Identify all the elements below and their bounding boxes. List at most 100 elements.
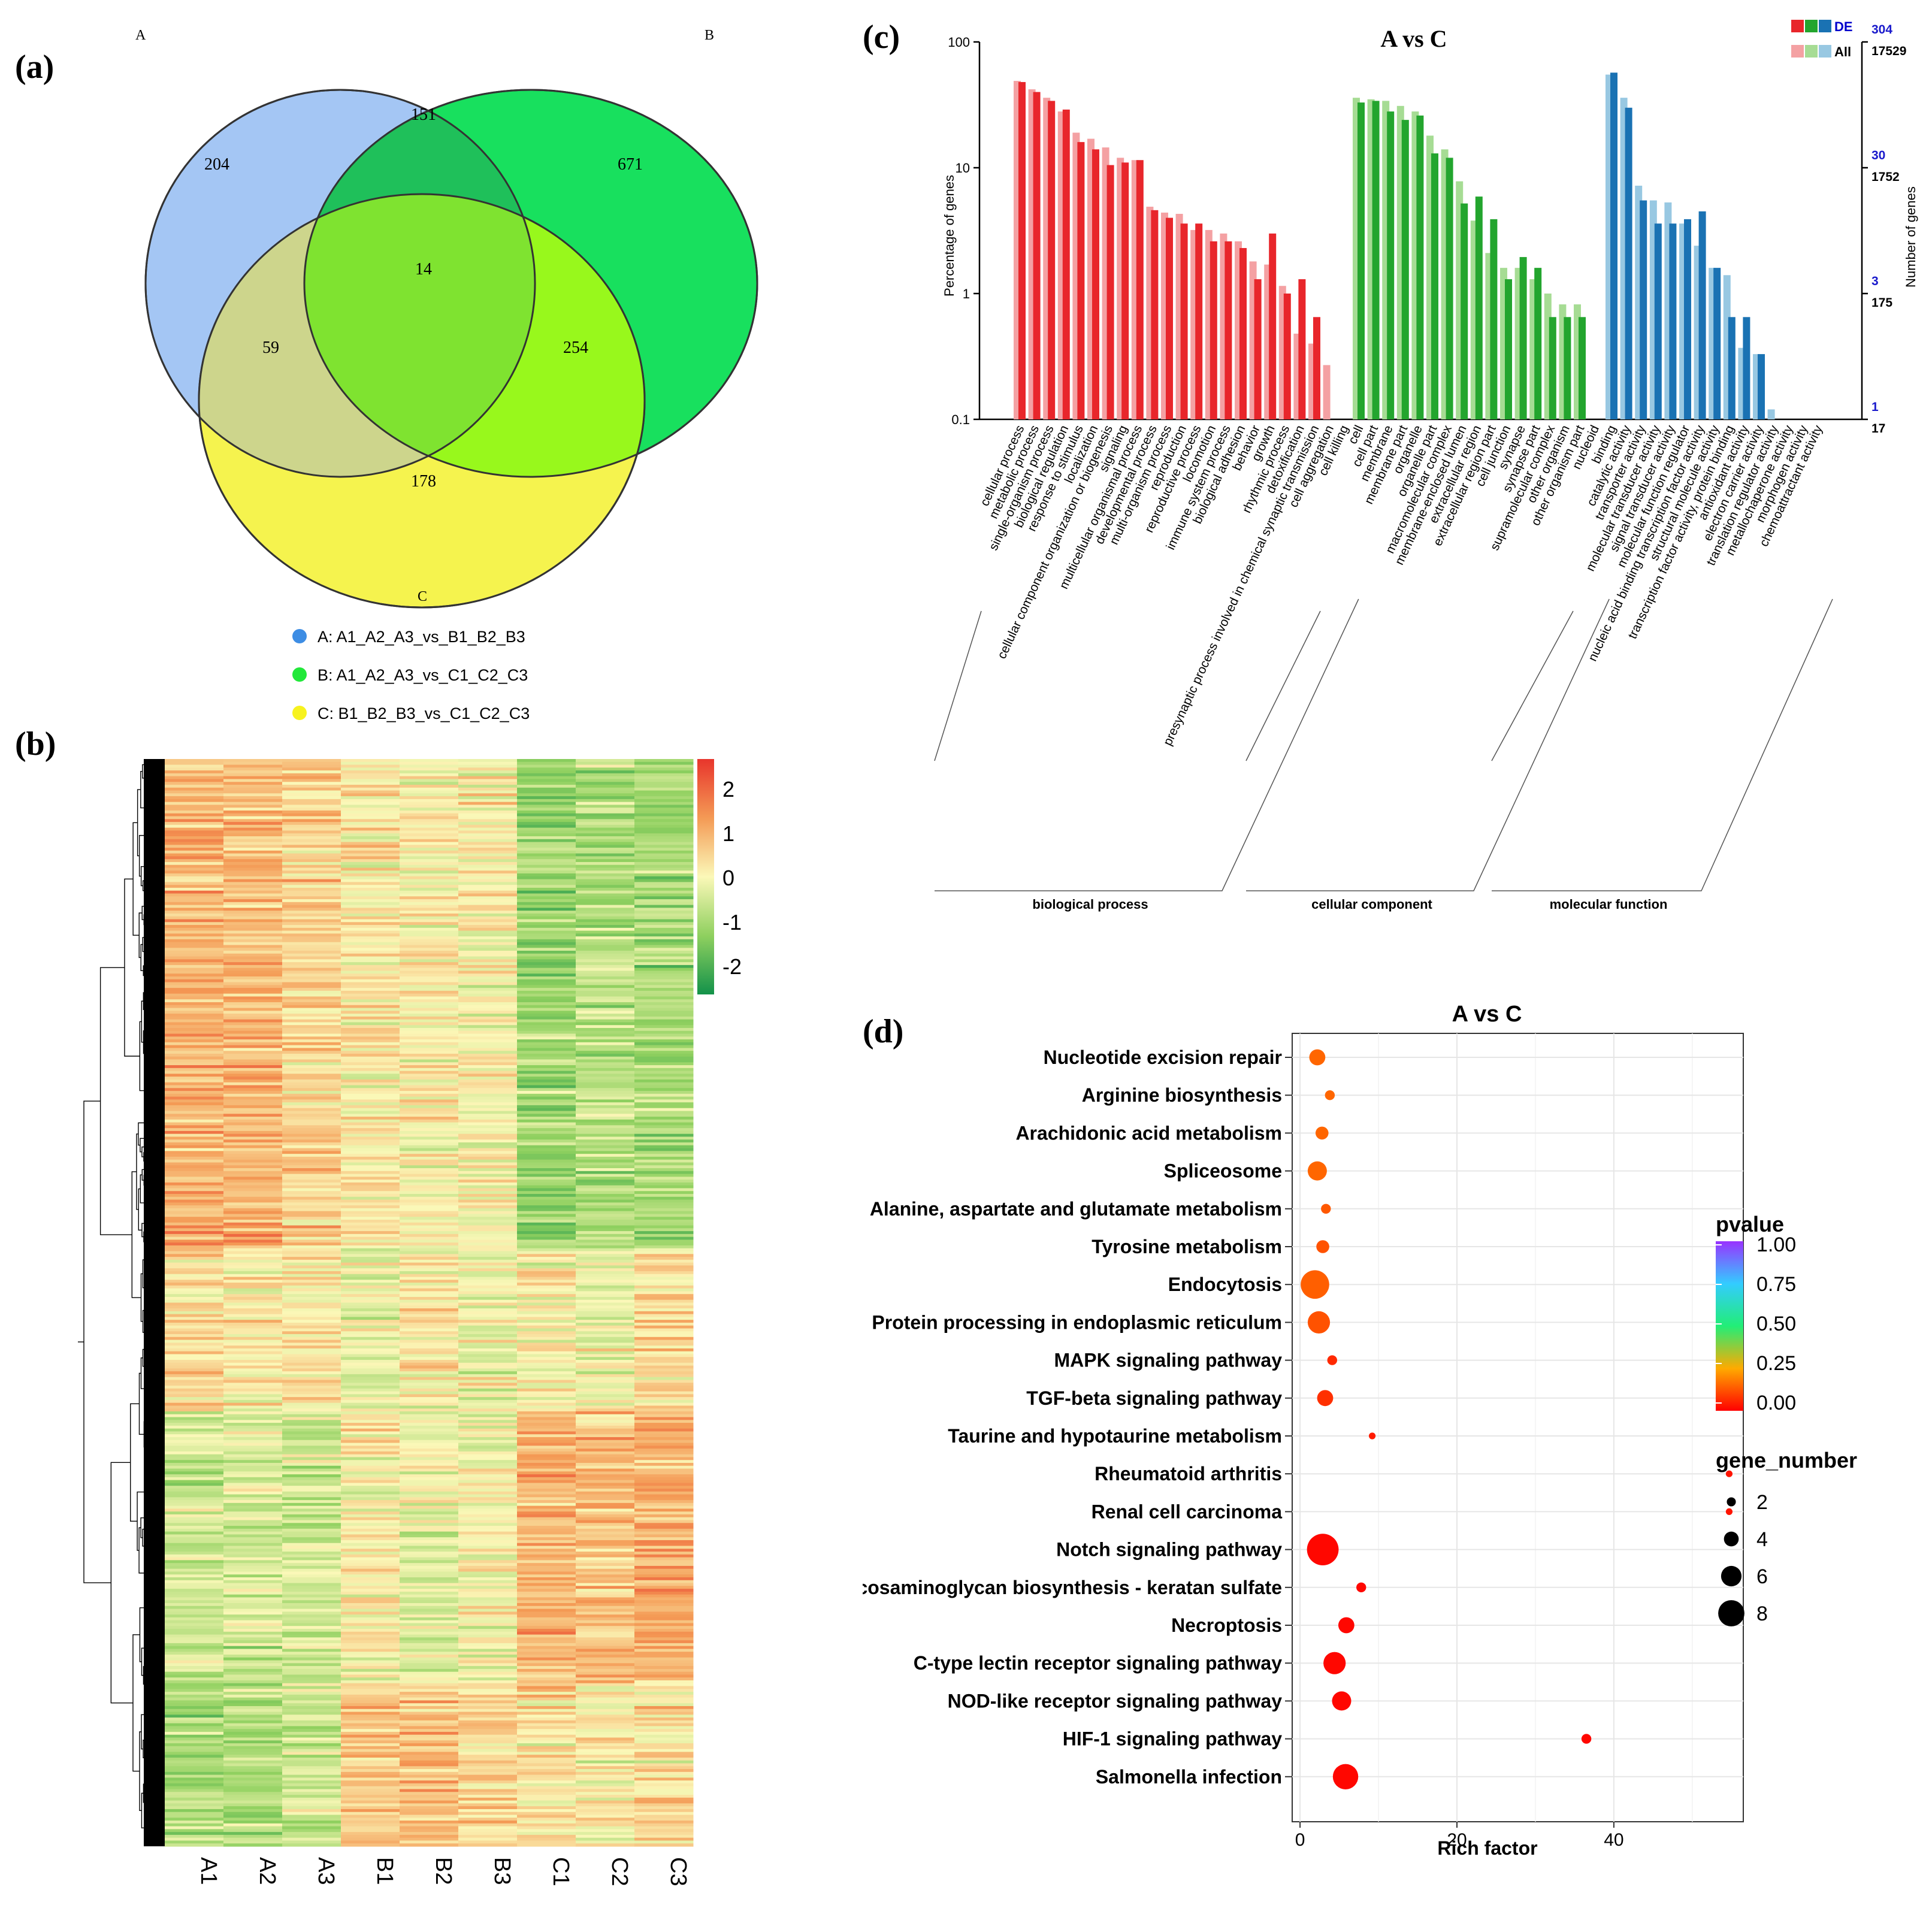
heatmap-cell <box>223 1222 283 1226</box>
heatmap-cell <box>634 850 694 854</box>
heatmap-cell <box>165 990 224 994</box>
heatmap-cell <box>223 1571 283 1575</box>
heatmap-cell <box>576 1568 635 1573</box>
heatmap-cell <box>165 1574 224 1578</box>
heatmap-cell <box>458 1345 518 1349</box>
heatmap-cell <box>223 1786 283 1790</box>
heatmap-cell <box>282 1102 341 1106</box>
heatmap-cell <box>517 1383 576 1386</box>
heatmap-cell <box>634 1546 694 1549</box>
heatmap-cell <box>223 1837 283 1842</box>
heatmap-cell <box>223 1074 283 1077</box>
kegg-pathway-label: MAPK signaling pathway <box>1054 1350 1283 1371</box>
heatmap-cell <box>400 942 459 946</box>
heatmap-cell <box>458 824 518 828</box>
heatmap-cell <box>400 764 459 768</box>
heatmap-cell <box>517 1517 576 1521</box>
go-ytick-label: 100 <box>948 35 970 50</box>
heatmap-cell <box>165 905 224 908</box>
heatmap-cell <box>458 1660 518 1664</box>
heatmap-cell <box>458 1471 518 1475</box>
heatmap-cell <box>165 1351 224 1355</box>
heatmap-cell <box>517 1180 576 1183</box>
heatmap-cell <box>517 1042 576 1046</box>
heatmap-cell <box>634 1156 694 1160</box>
heatmap-cell <box>634 833 694 837</box>
heatmap-cell <box>223 1154 283 1157</box>
heatmap-cell <box>634 1125 694 1129</box>
heatmap-cell <box>400 899 459 903</box>
heatmap-cell <box>400 856 459 860</box>
heatmap-cell <box>400 1071 459 1074</box>
heatmap-cell <box>576 1580 635 1584</box>
heatmap-cell <box>576 1005 635 1009</box>
heatmap-cell <box>634 896 694 900</box>
heatmap-cell <box>458 1005 518 1009</box>
heatmap-cell <box>165 1769 224 1773</box>
heatmap-cell <box>458 1368 518 1372</box>
heatmap-cell <box>576 996 635 1000</box>
heatmap-cell <box>458 1454 518 1458</box>
heatmap-cell <box>223 1611 283 1615</box>
heatmap-cell <box>165 1159 224 1163</box>
panel-c-label: (c) <box>863 19 900 56</box>
heatmap-cell <box>282 1345 341 1349</box>
heatmap-cell <box>576 1726 635 1729</box>
heatmap-cell <box>400 1383 459 1386</box>
heatmap-cell <box>165 1812 224 1816</box>
heatmap-cell <box>576 1305 635 1309</box>
heatmap-cell <box>165 1660 224 1664</box>
heatmap-cell <box>517 1631 576 1635</box>
heatmap-cell <box>400 882 459 885</box>
heatmap-cell <box>517 1417 576 1420</box>
heatmap-cell <box>634 1360 694 1363</box>
heatmap-cell <box>458 1236 518 1241</box>
heatmap-cell <box>400 796 459 800</box>
heatmap-cell <box>400 1549 459 1552</box>
heatmap-cell <box>223 1294 283 1298</box>
heatmap-cell <box>458 1809 518 1813</box>
heatmap-cell <box>165 1514 224 1518</box>
heatmap-cell <box>458 1755 518 1758</box>
heatmap-cell <box>576 1397 635 1401</box>
go-group-bracket <box>1245 598 1610 891</box>
kegg-bubble <box>1316 1240 1329 1253</box>
heatmap-cell <box>165 1552 224 1555</box>
heatmap-cell <box>517 1411 576 1415</box>
heatmap-cell <box>282 839 341 843</box>
heatmap-cell <box>576 976 635 980</box>
heatmap-cell <box>165 1654 224 1658</box>
heatmap-cell <box>400 1277 459 1280</box>
heatmap-cell <box>223 1565 283 1570</box>
heatmap-cell <box>400 893 459 897</box>
heatmap-cell <box>634 1308 694 1312</box>
heatmap-cell <box>517 767 576 771</box>
dendrogram-branch <box>138 834 144 877</box>
heatmap-cell <box>223 1399 283 1404</box>
heatmap-cell <box>517 1174 576 1177</box>
heatmap-cell <box>576 861 635 866</box>
heatmap-cell <box>576 1065 635 1069</box>
go-bar-de <box>1610 72 1617 419</box>
heatmap-cell <box>517 902 576 906</box>
heatmap-cell <box>282 1554 341 1558</box>
heatmap-cell <box>341 985 400 988</box>
heatmap-cell <box>223 1614 283 1618</box>
heatmap-cell <box>400 1082 459 1086</box>
heatmap-cell <box>400 1734 459 1738</box>
kegg-pvalue-tick: 0.50 <box>1756 1313 1796 1335</box>
heatmap-cell <box>165 1668 224 1673</box>
heatmap-cell <box>400 1631 459 1635</box>
heatmap-cell <box>634 1480 694 1484</box>
heatmap-cell <box>282 1162 341 1166</box>
heatmap-cell <box>517 1465 576 1469</box>
heatmap-cell <box>223 1236 283 1241</box>
heatmap-cell <box>634 1431 694 1435</box>
heatmap-cell <box>634 1205 694 1209</box>
heatmap-cell <box>223 1502 283 1507</box>
heatmap-cell <box>634 1245 694 1249</box>
heatmap-cell <box>634 1280 694 1283</box>
heatmap-cell <box>458 1351 518 1355</box>
heatmap-cell <box>458 1428 518 1432</box>
heatmap-cell <box>223 919 283 923</box>
